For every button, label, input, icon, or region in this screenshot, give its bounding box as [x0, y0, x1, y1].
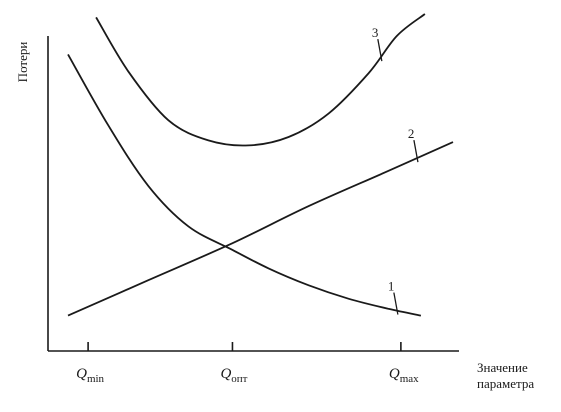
curve-2 [67, 141, 454, 317]
curve-3-leader [377, 38, 383, 62]
curves: 1 2 3 [67, 13, 454, 317]
y-axis-label: Потери [15, 42, 30, 83]
curve-1-leader [393, 292, 399, 315]
curve-3 [95, 13, 426, 147]
x-tick-label-main: Q [389, 366, 400, 382]
curve-1 [67, 53, 422, 317]
x-tick-label-main: Q [76, 366, 87, 382]
x-tick-label-main: Q [220, 366, 231, 382]
curve-3-label: 3 [372, 25, 379, 40]
x-tick-label: Qопт [220, 366, 247, 385]
curve-2-leader [413, 140, 419, 163]
axis-labels: Потери Значение параметра [15, 42, 534, 391]
axes [47, 36, 459, 352]
x-axis-label-line-2: параметра [477, 376, 534, 391]
x-tick-label-sub: max [400, 373, 419, 385]
x-ticks: Qmin Qопт Qmax [76, 342, 419, 385]
x-axis-label-line-1: Значение [477, 360, 528, 375]
x-tick-label-sub: опт [231, 373, 247, 385]
x-tick-label-sub: min [87, 373, 105, 385]
curve-1-label: 1 [388, 279, 395, 294]
x-tick-label: Qmin [76, 366, 104, 385]
curve-2-label: 2 [408, 126, 415, 141]
x-tick-label: Qmax [389, 366, 419, 385]
